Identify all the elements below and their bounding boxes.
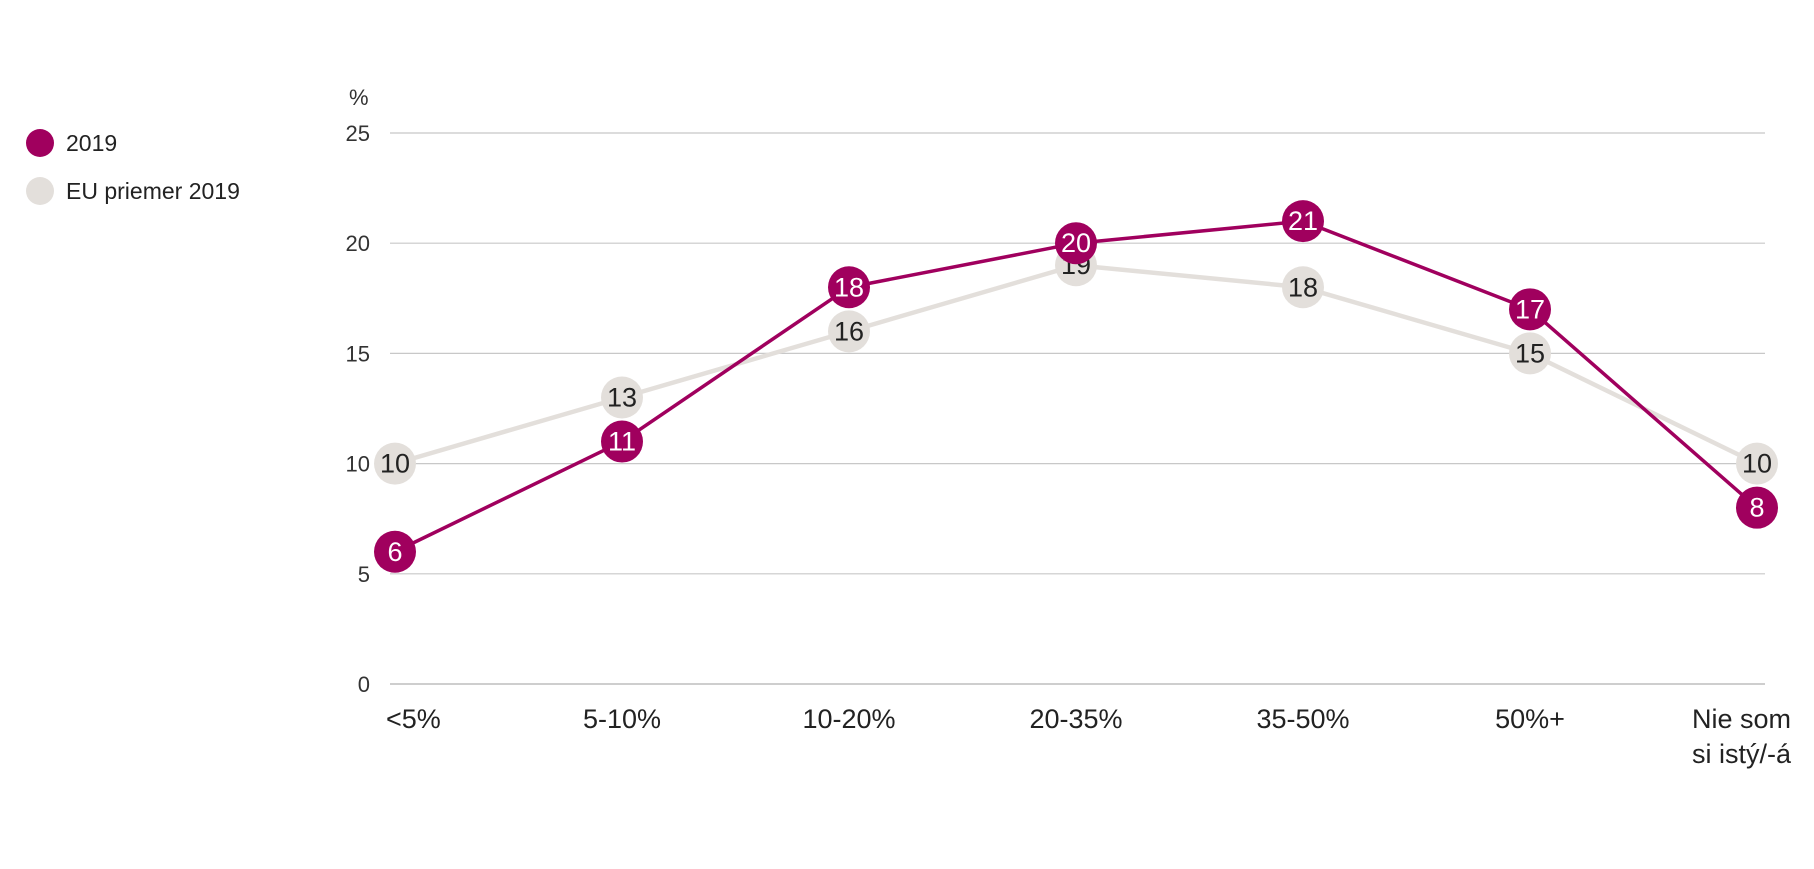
data-label: 16 bbox=[834, 316, 864, 346]
y-axis-ticks: 0 5 10 15 20 25 bbox=[346, 121, 370, 697]
data-label: 10 bbox=[380, 449, 410, 479]
legend-label: EU priemer 2019 bbox=[66, 178, 240, 204]
data-label: 15 bbox=[1515, 338, 1545, 368]
data-point bbox=[1282, 266, 1324, 309]
data-point bbox=[828, 266, 870, 309]
data-point bbox=[1282, 200, 1324, 243]
data-point bbox=[601, 376, 643, 419]
y-tick-label: 10 bbox=[346, 452, 370, 477]
x-tick-label: 20-35% bbox=[1029, 704, 1122, 734]
y-axis-unit-label: % bbox=[349, 85, 369, 110]
data-point bbox=[374, 530, 416, 573]
x-tick-label: 10-20% bbox=[802, 704, 895, 734]
data-point bbox=[374, 442, 416, 485]
x-tick-label: Nie som si istý/-á bbox=[1692, 704, 1792, 769]
legend: 2019 EU priemer 2019 bbox=[26, 129, 240, 205]
data-label: 17 bbox=[1515, 294, 1545, 324]
data-label: 8 bbox=[1749, 493, 1764, 523]
y-tick-label: 0 bbox=[358, 672, 370, 697]
data-point bbox=[1509, 288, 1551, 331]
data-label: 21 bbox=[1288, 206, 1318, 236]
data-point bbox=[1055, 222, 1097, 265]
data-point bbox=[1509, 332, 1551, 375]
gridlines bbox=[390, 132, 1765, 685]
data-point bbox=[601, 420, 643, 463]
data-label: 13 bbox=[607, 382, 637, 412]
legend-swatch bbox=[26, 129, 54, 157]
x-tick-label: 5-10% bbox=[583, 704, 661, 734]
data-point bbox=[828, 310, 870, 353]
data-label: 18 bbox=[834, 272, 864, 302]
x-tick-label: <5% bbox=[386, 704, 441, 734]
y-tick-label: 20 bbox=[346, 231, 370, 256]
y-tick-label: 5 bbox=[358, 562, 370, 587]
data-label: 11 bbox=[608, 427, 636, 457]
y-tick-label: 15 bbox=[346, 341, 370, 366]
data-point bbox=[1736, 486, 1778, 529]
x-tick-label: 50%+ bbox=[1495, 704, 1565, 734]
series-line-eu-average bbox=[394, 262, 1758, 466]
y-tick-label: 25 bbox=[346, 121, 370, 146]
data-label: 20 bbox=[1061, 228, 1091, 258]
data-label: 10 bbox=[1742, 449, 1772, 479]
legend-label: 2019 bbox=[66, 130, 117, 156]
data-label: 18 bbox=[1288, 272, 1318, 302]
legend-swatch bbox=[26, 177, 54, 205]
data-label: 6 bbox=[387, 537, 402, 567]
data-point bbox=[1736, 442, 1778, 485]
x-tick-label: 35-50% bbox=[1256, 704, 1349, 734]
x-axis-ticks: <5% 5-10% 10-20% 20-35% 35-50% 50%+ Nie som si … bbox=[386, 704, 1792, 769]
